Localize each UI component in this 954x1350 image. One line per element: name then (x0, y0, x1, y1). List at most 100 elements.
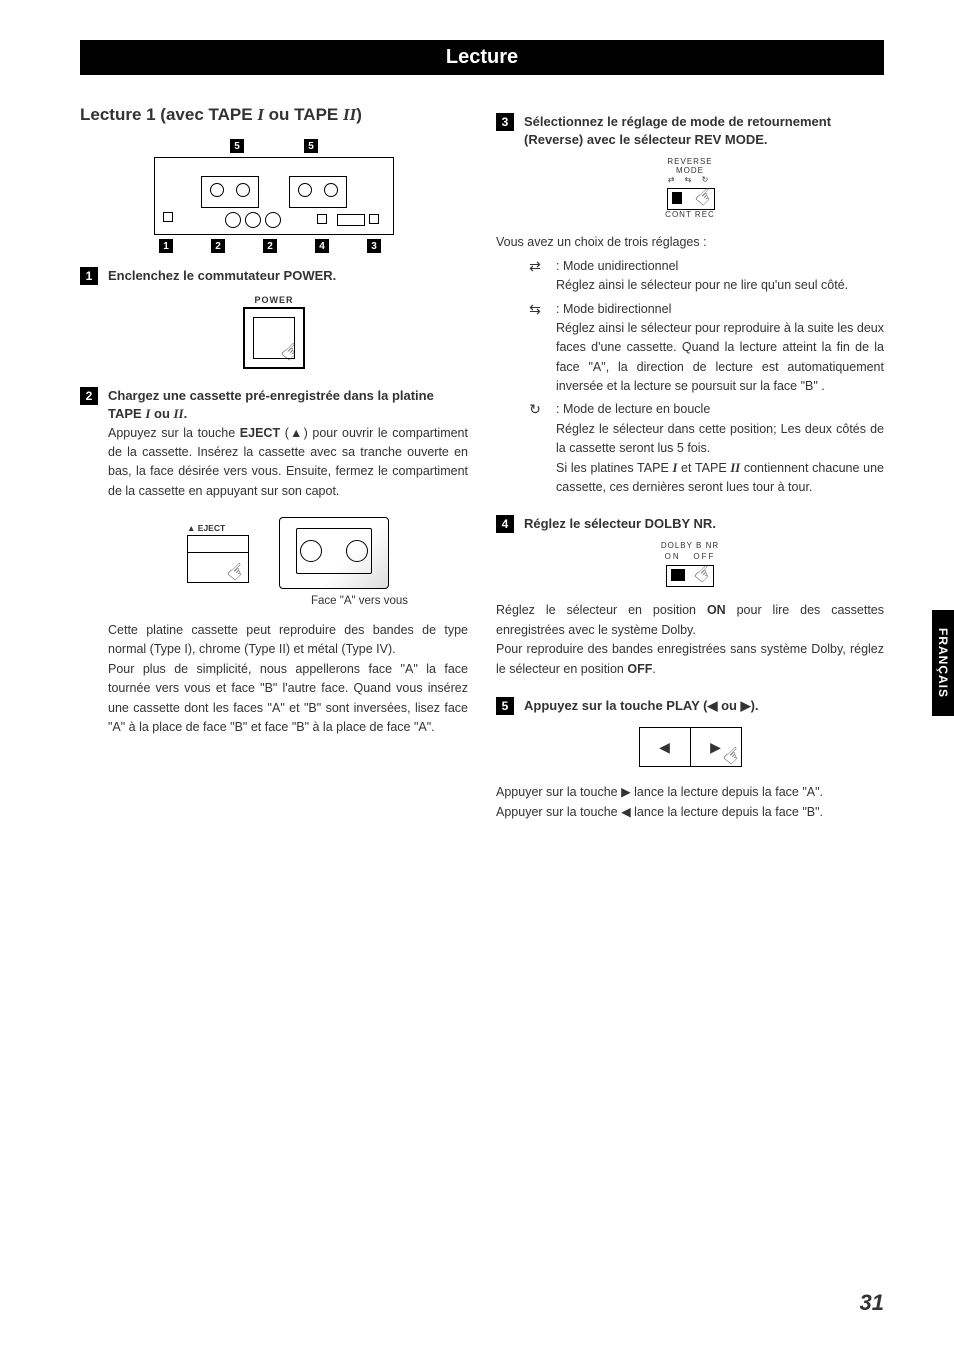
on-label: ON (665, 552, 681, 561)
cassette-caption: Face "A" vers vous (80, 595, 408, 607)
step-number: 5 (496, 697, 514, 715)
mode-desc: Si les platines TAPE I et TAPE II contie… (556, 459, 884, 498)
tape-ii: II (343, 105, 356, 124)
text: . (652, 662, 655, 676)
uni-mode-icon: ⇄ (524, 257, 546, 296)
dolby-figure: DOLBY B NR ON OFF (496, 541, 884, 587)
page-number: 31 (860, 1290, 884, 1316)
callout-num: 2 (263, 239, 277, 253)
text: Appuyez sur la touche (108, 426, 240, 440)
play-left-icon: ◀ (640, 728, 691, 766)
mode-uni: ⇄ : Mode unidirectionnel Réglez ainsi le… (524, 257, 884, 296)
callouts-bottom: 1 2 2 4 3 (159, 239, 381, 253)
cassette-window (296, 528, 372, 574)
right-column: 3 Sélectionnez le réglage de mode de ret… (496, 105, 884, 822)
step-4: 4 Réglez le sélecteur DOLBY NR. (496, 515, 884, 533)
hand-pointer-icon (694, 563, 720, 589)
step-5-line-1: Appuyer sur la touche ▶ lance la lecture… (496, 783, 884, 802)
callouts-top: 5 5 (230, 139, 318, 153)
step-title: Appuyez sur la touche PLAY (◀ ou ▶). (524, 697, 759, 715)
mode-desc: Réglez le sélecteur dans cette position;… (556, 420, 884, 459)
left-para-3: Pour plus de simplicité, nous appelleron… (108, 660, 468, 738)
step-number: 3 (496, 113, 514, 131)
step-2-body: Appuyez sur la touche EJECT (▲) pour ouv… (108, 424, 468, 502)
step-title: Sélectionnez le réglage de mode de retou… (524, 113, 884, 149)
switch-icon (369, 214, 379, 224)
text: Pour reproduire des bandes enregistrées … (496, 642, 884, 675)
callout-num: 4 (315, 239, 329, 253)
step-number: 4 (496, 515, 514, 533)
switch-icon (337, 214, 365, 226)
content-columns: Lecture 1 (avec TAPE I ou TAPE II) 5 5 (80, 105, 884, 822)
step-1: 1 Enclenchez le commutateur POWER. (80, 267, 468, 285)
language-side-tab: FRANÇAIS (932, 610, 954, 716)
panel-box (154, 157, 394, 235)
mode-label: : Mode bidirectionnel (556, 302, 671, 316)
step-title: Enclenchez le commutateur POWER. (108, 267, 336, 285)
step-number: 1 (80, 267, 98, 285)
text: Si les platines TAPE (556, 461, 672, 475)
tape-ii: II (730, 461, 740, 475)
eject-word: EJECT (240, 426, 280, 440)
text: Réglez le sélecteur en position (496, 603, 707, 617)
heading-text: ou TAPE (264, 105, 343, 124)
mode-label: : Mode de lecture en boucle (556, 402, 710, 416)
rev-label: REVERSE (667, 157, 712, 166)
bi-mode-icon: ⇆ (524, 300, 546, 397)
off-word: OFF (627, 662, 652, 676)
modes-intro: Vous avez un choix de trois réglages : (496, 233, 884, 252)
callout-num: 2 (211, 239, 225, 253)
on-word: ON (707, 603, 726, 617)
mode-bi: ⇆ : Mode bidirectionnel Réglez ainsi le … (524, 300, 884, 397)
step-3: 3 Sélectionnez le réglage de mode de ret… (496, 113, 884, 149)
rev-label: MODE (676, 166, 704, 175)
hand-pointer-icon (723, 745, 749, 771)
step-5: 5 Appuyez sur la touche PLAY (◀ ou ▶). (496, 697, 884, 715)
knob-icon (265, 212, 281, 228)
step-title: Réglez le sélecteur DOLBY NR. (524, 515, 716, 533)
hand-pointer-icon (281, 341, 307, 367)
heading-text: Lecture 1 (avec TAPE (80, 105, 257, 124)
deck-left-icon (201, 176, 259, 208)
dolby-on-off: ON OFF (665, 552, 716, 561)
power-figure: POWER (80, 295, 468, 369)
page-title-bar: Lecture (80, 40, 884, 75)
eject-figure: ▲ EJECT (187, 523, 249, 583)
front-panel-diagram: 5 5 1 2 2 4 (80, 139, 468, 253)
hand-pointer-icon (227, 561, 253, 587)
heading-text: ) (356, 105, 362, 124)
knob-icon (245, 212, 261, 228)
page: Lecture Lecture 1 (avec TAPE I ou TAPE I… (0, 0, 954, 1350)
mode-label: : Mode unidirectionnel (556, 259, 678, 273)
text: . (184, 406, 188, 421)
deck-right-icon (289, 176, 347, 208)
step-4-body: Réglez le sélecteur en position ON pour … (496, 601, 884, 640)
text: ou (150, 406, 173, 421)
step-2: 2 Chargez une cassette pré-enregistrée d… (80, 387, 468, 423)
eject-and-cassette-figure: ▲ EJECT (108, 517, 468, 589)
step-4-body-2: Pour reproduire des bandes enregistrées … (496, 640, 884, 679)
cassette-icon (279, 517, 389, 589)
callout-num: 5 (230, 139, 244, 153)
knob-icon (225, 212, 241, 228)
left-subheading: Lecture 1 (avec TAPE I ou TAPE II) (80, 105, 468, 125)
hand-pointer-icon (695, 186, 721, 212)
power-btn-icon (163, 212, 173, 222)
step-number: 2 (80, 387, 98, 405)
dolby-label: DOLBY B NR (661, 541, 719, 550)
step-title: Chargez une cassette pré-enregistrée dan… (108, 387, 468, 423)
play-figure: ◀ ▶ (496, 727, 884, 767)
left-para-2: Cette platine cassette peut reproduire d… (108, 621, 468, 660)
mode-desc: Réglez ainsi le sélecteur pour reproduir… (556, 319, 884, 397)
text: et TAPE (677, 461, 730, 475)
left-column: Lecture 1 (avec TAPE I ou TAPE II) 5 5 (80, 105, 468, 822)
step-5-line-2: Appuyer sur la touche ◀ lance la lecture… (496, 803, 884, 822)
switch-icon (317, 214, 327, 224)
eject-label: ▲ EJECT (187, 523, 249, 533)
callout-num: 1 (159, 239, 173, 253)
callout-num: 3 (367, 239, 381, 253)
loop-mode-icon: ↻ (524, 400, 546, 497)
tape-i: I (257, 105, 264, 124)
callout-num: 5 (304, 139, 318, 153)
tape-ii: II (174, 406, 184, 421)
